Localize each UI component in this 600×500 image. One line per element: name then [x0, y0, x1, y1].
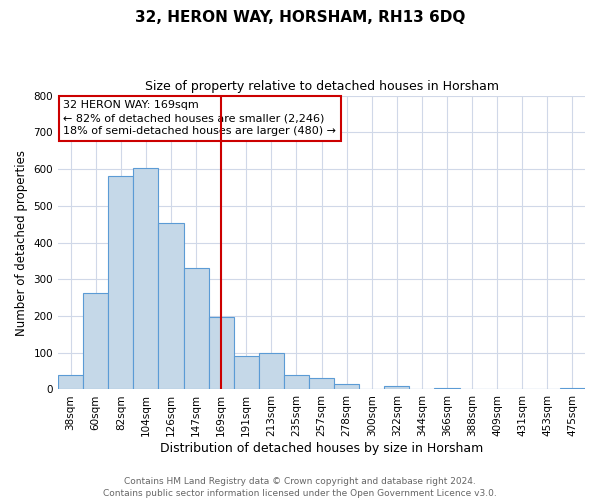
Text: Contains HM Land Registry data © Crown copyright and database right 2024.
Contai: Contains HM Land Registry data © Crown c… [103, 476, 497, 498]
Y-axis label: Number of detached properties: Number of detached properties [15, 150, 28, 336]
Bar [209, 317, 233, 390]
Bar [309, 378, 334, 390]
Text: 32, HERON WAY, HORSHAM, RH13 6DQ: 32, HERON WAY, HORSHAM, RH13 6DQ [135, 10, 465, 25]
Bar [284, 376, 309, 390]
X-axis label: Distribution of detached houses by size in Horsham: Distribution of detached houses by size … [160, 442, 483, 455]
Bar [233, 356, 259, 390]
Bar [108, 176, 133, 390]
Text: 32 HERON WAY: 169sqm
← 82% of detached houses are smaller (2,246)
18% of semi-de: 32 HERON WAY: 169sqm ← 82% of detached h… [64, 100, 337, 136]
Bar [259, 352, 284, 390]
Bar [83, 293, 108, 390]
Bar [184, 268, 209, 390]
Bar [560, 388, 585, 390]
Bar [58, 376, 83, 390]
Bar [434, 388, 460, 390]
Bar [133, 168, 158, 390]
Bar [334, 384, 359, 390]
Bar [384, 386, 409, 390]
Bar [158, 223, 184, 390]
Title: Size of property relative to detached houses in Horsham: Size of property relative to detached ho… [145, 80, 499, 93]
